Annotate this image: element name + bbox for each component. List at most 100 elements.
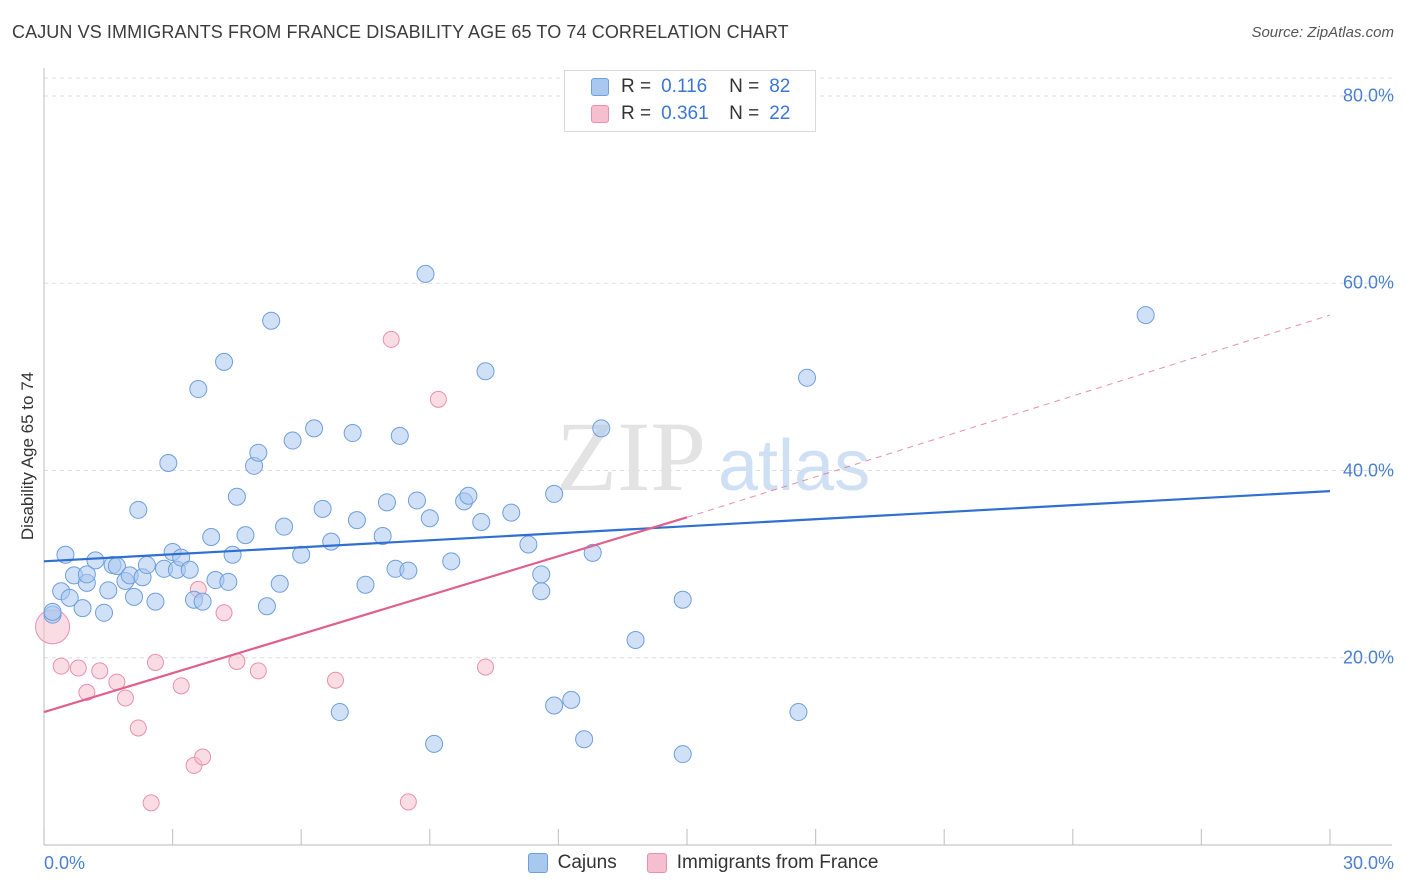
data-point-immigrants (382, 330, 400, 348)
stats-legend: R = 0.116 N = 82 R = 0.361 N = 22 (564, 70, 816, 132)
data-point-cajuns (86, 551, 105, 570)
data-point-cajuns (146, 592, 165, 611)
data-point-cajuns (407, 491, 426, 510)
data-point-cajuns (227, 487, 246, 506)
data-point-immigrants (429, 390, 447, 408)
data-point-cajuns (476, 362, 495, 381)
data-point-cajuns (189, 380, 208, 399)
data-point-cajuns (193, 592, 212, 611)
data-point-cajuns (373, 527, 392, 546)
data-point-immigrants (215, 604, 233, 622)
data-point-immigrants (129, 719, 147, 737)
data-point-immigrants (78, 683, 96, 701)
data-point-cajuns (420, 509, 439, 528)
legend-item-immigrants-from-france[interactable]: Immigrants from France (646, 852, 879, 874)
data-point-immigrants (194, 748, 212, 766)
n-value: 82 (769, 76, 791, 97)
data-point-cajuns (257, 597, 276, 616)
chart-title: CAJUN VS IMMIGRANTS FROM FRANCE DISABILI… (12, 22, 789, 42)
data-point-cajuns (125, 587, 144, 606)
series-cajuns (43, 264, 1155, 764)
data-point-cajuns (202, 527, 221, 546)
data-point-cajuns (137, 556, 156, 575)
data-point-cajuns (275, 517, 294, 536)
data-point-cajuns (322, 532, 341, 551)
data-point-cajuns (532, 582, 551, 601)
data-point-cajuns (60, 588, 79, 607)
x-tick-label-min: 0.0% (44, 853, 86, 873)
r-label: R = (621, 103, 652, 124)
data-point-cajuns (425, 734, 444, 753)
legend-label: Cajuns (557, 852, 617, 873)
data-point-cajuns (347, 511, 366, 530)
data-point-cajuns (262, 311, 281, 330)
data-point-immigrants (52, 657, 70, 675)
data-point-cajuns (575, 730, 594, 749)
series-legend: Cajuns Immigrants from France (0, 852, 1406, 874)
data-point-cajuns (789, 703, 808, 722)
data-point-cajuns (236, 526, 255, 545)
n-label: N = (729, 103, 760, 124)
data-point-cajuns (43, 602, 62, 621)
stats-row-cajuns: R = 0.116 N = 82 (565, 74, 790, 100)
data-point-cajuns (545, 484, 564, 503)
data-point-cajuns (377, 493, 396, 512)
y-tick-label: 60.0% (1342, 272, 1394, 293)
data-point-cajuns (472, 512, 491, 531)
data-point-immigrants (116, 689, 134, 707)
y-tick-label: 80.0% (1342, 85, 1394, 106)
data-point-cajuns (532, 565, 551, 584)
pink-swatch (591, 105, 609, 123)
data-point-cajuns (673, 590, 692, 609)
source-label: Source: ZipAtlas.com (1251, 24, 1394, 41)
data-point-cajuns (180, 560, 199, 579)
legend-label: Immigrants from France (676, 852, 879, 873)
data-point-cajuns (416, 264, 435, 283)
data-point-immigrants (91, 662, 109, 680)
data-point-cajuns (673, 745, 692, 764)
data-point-cajuns (292, 545, 311, 564)
data-point-cajuns (459, 486, 478, 505)
data-point-cajuns (519, 535, 538, 554)
y-tick-label: 40.0% (1342, 460, 1394, 480)
axes (43, 68, 1392, 846)
pink-swatch (646, 853, 667, 873)
data-point-cajuns (73, 599, 92, 618)
r-label: R = (621, 76, 652, 97)
data-point-cajuns (305, 419, 324, 438)
stats-row-immigrants: R = 0.361 N = 22 (565, 101, 790, 127)
data-point-cajuns (626, 630, 645, 649)
data-point-immigrants (326, 671, 344, 689)
data-point-cajuns (442, 552, 461, 571)
x-tick-label-max: 30.0% (1342, 853, 1394, 873)
blue-swatch (591, 78, 609, 96)
data-point-cajuns (219, 572, 238, 591)
data-point-immigrants (69, 659, 87, 677)
gridlines (44, 77, 1392, 659)
legend-item-cajuns[interactable]: Cajuns (527, 852, 617, 874)
data-point-cajuns (95, 603, 114, 622)
data-point-cajuns (270, 574, 289, 593)
trend-line-immigrants (43, 516, 688, 714)
data-point-cajuns (159, 454, 178, 473)
y-tick-label: 20.0% (1342, 647, 1394, 668)
data-point-cajuns (77, 565, 96, 584)
data-point-cajuns (545, 696, 564, 715)
data-point-immigrants (146, 653, 164, 671)
data-point-cajuns (249, 443, 268, 462)
data-point-cajuns (343, 424, 362, 443)
data-point-immigrants (142, 794, 160, 812)
data-point-cajuns (129, 500, 148, 519)
data-point-cajuns (283, 431, 302, 450)
data-point-immigrants (477, 658, 495, 676)
r-value: 0.361 (661, 103, 709, 124)
data-point-immigrants (249, 662, 267, 680)
n-label: N = (729, 76, 760, 97)
data-point-cajuns (313, 499, 332, 518)
data-point-cajuns (562, 690, 581, 709)
data-point-immigrants (399, 793, 417, 811)
data-point-cajuns (215, 352, 234, 371)
data-point-cajuns (798, 368, 817, 387)
trend-line-immigrants-extension (686, 314, 1331, 518)
